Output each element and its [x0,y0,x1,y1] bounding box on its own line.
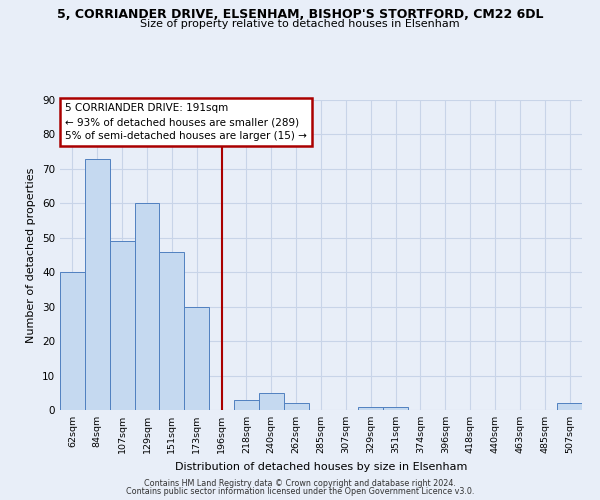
Bar [284,403,308,410]
Text: 5 CORRIANDER DRIVE: 191sqm
← 93% of detached houses are smaller (289)
5% of semi: 5 CORRIANDER DRIVE: 191sqm ← 93% of deta… [65,103,307,141]
Bar [134,204,160,410]
Text: Contains HM Land Registry data © Crown copyright and database right 2024.: Contains HM Land Registry data © Crown c… [144,478,456,488]
Bar [85,158,110,410]
Text: Contains public sector information licensed under the Open Government Licence v3: Contains public sector information licen… [126,487,474,496]
X-axis label: Distribution of detached houses by size in Elsenham: Distribution of detached houses by size … [175,462,467,471]
Text: Size of property relative to detached houses in Elsenham: Size of property relative to detached ho… [140,19,460,29]
Y-axis label: Number of detached properties: Number of detached properties [26,168,37,342]
Bar [160,252,184,410]
Bar [358,406,383,410]
Bar [184,306,209,410]
Bar [234,400,259,410]
Bar [557,403,582,410]
Bar [383,406,408,410]
Text: 5, CORRIANDER DRIVE, ELSENHAM, BISHOP'S STORTFORD, CM22 6DL: 5, CORRIANDER DRIVE, ELSENHAM, BISHOP'S … [57,8,543,20]
Bar [110,241,134,410]
Bar [60,272,85,410]
Bar [259,393,284,410]
